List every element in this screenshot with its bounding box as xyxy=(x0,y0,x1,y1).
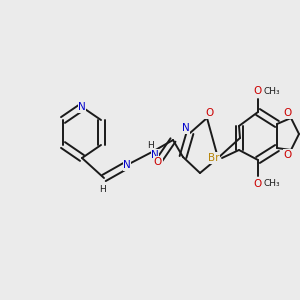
Text: O: O xyxy=(284,108,292,118)
Text: O: O xyxy=(254,86,262,96)
Text: O: O xyxy=(284,150,292,160)
Text: N: N xyxy=(182,123,190,133)
Text: CH₃: CH₃ xyxy=(264,86,280,95)
Text: O: O xyxy=(154,157,162,167)
Text: N: N xyxy=(78,102,86,112)
Text: H: H xyxy=(148,142,154,151)
Text: N: N xyxy=(151,150,159,160)
Text: H: H xyxy=(99,185,105,194)
Text: N: N xyxy=(123,160,131,170)
Text: O: O xyxy=(205,108,213,118)
Text: O: O xyxy=(254,179,262,189)
Text: CH₃: CH₃ xyxy=(264,179,280,188)
Text: Br: Br xyxy=(208,153,220,163)
